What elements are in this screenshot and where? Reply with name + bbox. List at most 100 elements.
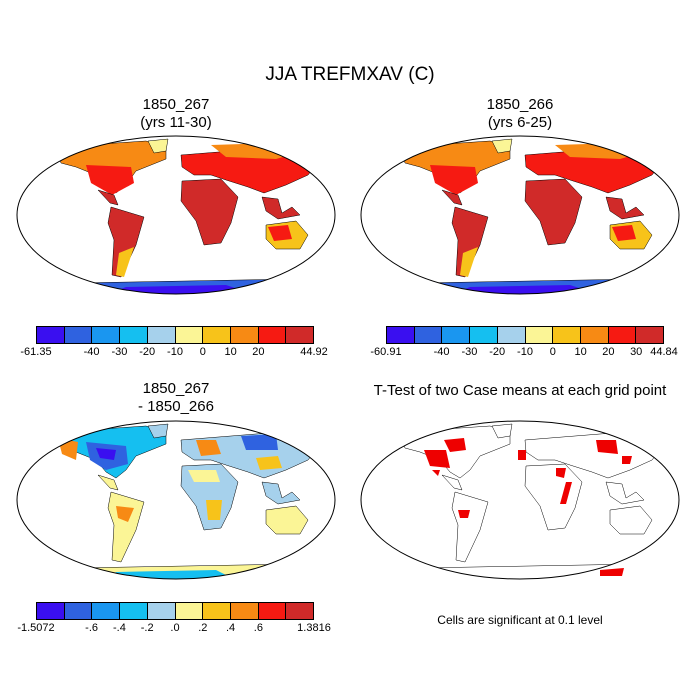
cbar3-tick: -.4 — [112, 622, 126, 634]
cbar2-tick: 10 — [574, 346, 587, 358]
cbar1-box-0 — [37, 327, 65, 343]
panel1-title-line2: (yrs 11-30) — [140, 114, 212, 131]
africa-land — [180, 178, 239, 246]
cbar3-tick: -.2 — [140, 622, 154, 634]
na-warm — [86, 165, 134, 195]
colorbar-1 — [36, 326, 314, 344]
cbar2-tick: -10 — [517, 346, 533, 358]
panel4-map — [360, 420, 680, 580]
cbar3-box-5 — [175, 603, 204, 619]
panel2-title-line2: (yrs 6-25) — [487, 114, 553, 131]
cbar3-box-1 — [64, 603, 93, 619]
panel1-map — [16, 135, 336, 295]
panel2-title-line1: 1850_266 — [486, 96, 554, 113]
cbar2-tick: 0 — [549, 346, 556, 358]
colorbar-1-ticks: -61.35 -40 -30 -20 -10 0 10 20 44.92 — [20, 346, 327, 360]
significant-cells — [424, 438, 632, 576]
cbar2-tick: 20 — [602, 346, 615, 358]
cbar1-tick: -61.35 — [20, 346, 52, 358]
cbar1-tick: 44.92 — [300, 346, 328, 358]
cbar2-box-2 — [442, 327, 471, 343]
sa-land — [107, 206, 145, 278]
figure-title: JJA TREFMXAV (C) — [265, 64, 435, 85]
cbar2-tick: -20 — [489, 346, 506, 358]
se-asia-land — [261, 196, 301, 220]
cbar3-tick: .2 — [198, 622, 208, 634]
significant-cell — [556, 468, 566, 478]
cbar1-tick: 10 — [224, 346, 237, 358]
colorbar-2 — [386, 326, 664, 344]
cbar3-box-8 — [258, 603, 287, 619]
significant-cell — [432, 470, 440, 476]
cbar1-box-7 — [230, 327, 259, 343]
cbar1-tick: -10 — [167, 346, 183, 358]
cbar1-box-5 — [175, 327, 204, 343]
cbar3-tick: 1.3816 — [297, 622, 331, 634]
cbar3-tick: -.6 — [85, 622, 99, 634]
cbar3-box-3 — [120, 603, 148, 619]
panel1-title: 1850_267 (yrs 11-30) — [16, 96, 336, 132]
panel2-title: 1850_266 (yrs 6-25) — [360, 96, 680, 132]
cbar3-box-2 — [92, 603, 121, 619]
significant-cell — [518, 450, 526, 460]
cbar2-tick: -40 — [433, 346, 450, 358]
ca-land — [97, 189, 119, 206]
panel1-title-line1: 1850_267 — [142, 96, 210, 113]
significant-cell — [424, 450, 450, 468]
cbar3-box-4 — [147, 603, 176, 619]
significant-cell — [458, 510, 470, 518]
panel2-map — [360, 135, 680, 295]
cbar2-tick: -60.91 — [370, 346, 402, 358]
cbar2-tick: 30 — [630, 346, 643, 358]
cbar1-tick: -30 — [111, 346, 128, 358]
cbar2-box-3 — [470, 327, 498, 343]
cbar2-tick: -30 — [461, 346, 478, 358]
cbar1-box-9 — [286, 327, 314, 343]
cbar2-box-5 — [525, 327, 554, 343]
significance-note: Cells are significant at 0.1 level — [437, 613, 603, 627]
cbar3-box-0 — [37, 603, 65, 619]
significant-cell — [600, 568, 624, 576]
sa-south — [116, 247, 134, 277]
cbar1-box-4 — [147, 327, 176, 343]
significant-cell — [560, 482, 572, 504]
cbar1-box-1 — [64, 327, 93, 343]
cbar2-box-4 — [497, 327, 526, 343]
cbar3-tick: .0 — [170, 622, 180, 634]
cbar3-tick: .4 — [226, 622, 236, 634]
significant-cell — [622, 456, 632, 464]
cbar1-box-8 — [258, 327, 287, 343]
cbar1-tick: -40 — [83, 346, 100, 358]
cbar2-box-0 — [387, 327, 415, 343]
panel3-title-line2: - 1850_266 — [138, 398, 214, 415]
cbar2-box-6 — [553, 327, 581, 343]
cbar3-tick: .6 — [253, 622, 263, 634]
cbar3-box-6 — [203, 603, 231, 619]
colorbar-2-ticks: -60.91 -40 -30 -20 -10 0 10 20 30 44.84 — [370, 346, 677, 360]
panel3-title-line1: 1850_267 — [142, 380, 210, 397]
significant-cell — [444, 438, 466, 452]
cbar3-box-9 — [286, 603, 314, 619]
cbar2-box-9 — [636, 327, 664, 343]
colorbar-3 — [36, 602, 314, 620]
panel4-title: T-Test of two Case means at each grid po… — [340, 382, 700, 400]
cbar1-tick: 20 — [252, 346, 265, 358]
greenland-land — [147, 138, 169, 154]
cbar3-tick: -1.5072 — [17, 622, 55, 634]
cbar2-tick: 44.84 — [650, 346, 678, 358]
cbar1-box-6 — [203, 327, 231, 343]
panel3-title: 1850_267 - 1850_266 — [16, 380, 336, 416]
australia-core — [268, 225, 292, 241]
cbar1-box-3 — [120, 327, 148, 343]
cbar1-tick: -20 — [139, 346, 156, 358]
panel3-map — [16, 420, 336, 580]
panel4-title-line1: T-Test of two Case means at each grid po… — [373, 382, 667, 399]
map-border — [16, 135, 336, 295]
cbar3-box-7 — [230, 603, 259, 619]
colorbar-3-ticks: -1.5072 -.6 -.4 -.2 .0 .2 .4 .6 1.3816 — [17, 622, 330, 636]
cbar2-box-1 — [414, 327, 443, 343]
cbar1-box-2 — [92, 327, 121, 343]
significant-cell — [596, 440, 618, 454]
cbar2-box-8 — [608, 327, 637, 343]
cbar1-tick: 0 — [199, 346, 206, 358]
